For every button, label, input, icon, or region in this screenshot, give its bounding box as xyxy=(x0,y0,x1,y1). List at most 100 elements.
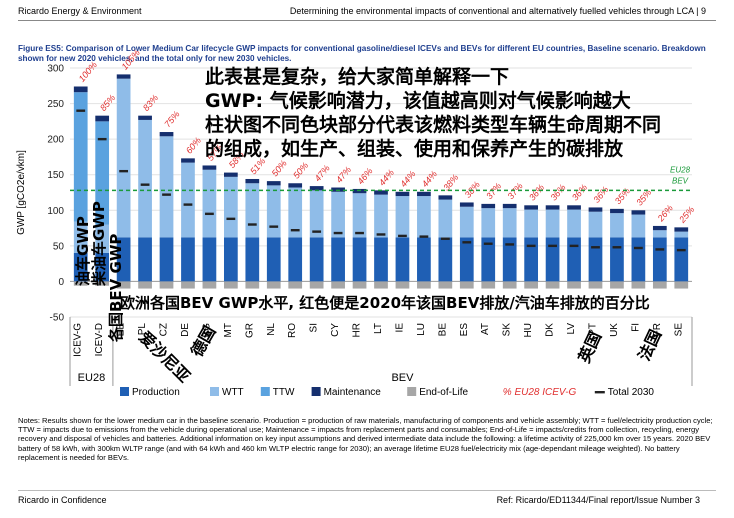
x-tick-label: ICEV-G xyxy=(73,323,84,357)
bar-production-nl xyxy=(266,237,281,282)
bar-maintenance-gr xyxy=(245,178,260,184)
bar-wtt-se xyxy=(674,231,689,238)
bar-production-fr xyxy=(652,237,667,282)
bar-maintenance-ee xyxy=(116,74,131,79)
legend-swatch-end-of-life xyxy=(407,387,417,396)
bar-production-cy xyxy=(331,237,345,282)
bar-production-be xyxy=(438,237,453,282)
x-tick-label: FI xyxy=(630,323,641,332)
total-2030-marker-ee xyxy=(119,169,129,173)
x-tick-label: CY xyxy=(330,323,341,337)
bar-wtt-nl xyxy=(266,185,281,238)
total-2030-marker-icev-g xyxy=(76,109,86,112)
bar-end-of-life-cz xyxy=(159,281,174,289)
x-tick-label: ICEV-D xyxy=(94,323,105,356)
pct-label-pl: 83% xyxy=(141,93,160,113)
footer-reference: Ref: Ricardo/ED11344/Final report/Issue … xyxy=(496,495,700,505)
x-tick-label: SK xyxy=(502,323,513,337)
bar-end-of-life-si xyxy=(309,281,324,289)
bar-wtt-de xyxy=(181,162,195,238)
total-2030-marker-ie xyxy=(398,234,407,238)
bar-wtt-fr xyxy=(652,230,667,238)
legend-entry: WTT xyxy=(222,387,244,398)
pct-label-se: 25% xyxy=(677,204,697,225)
bar-end-of-life-lt xyxy=(374,281,388,289)
x-tick-label: DE xyxy=(180,323,191,337)
bar-maintenance-at xyxy=(481,203,496,209)
bar-production-ee xyxy=(116,237,131,282)
total-2030-marker-se xyxy=(676,248,686,252)
bar-end-of-life-gr xyxy=(245,281,260,289)
y-tick-label: 150 xyxy=(47,170,64,181)
total-2030-marker-lt xyxy=(376,233,386,236)
bar-end-of-life-ie xyxy=(395,281,410,289)
x-tick-label: SI xyxy=(309,323,320,332)
total-2030-marker-es xyxy=(462,241,472,244)
bar-wtt-ee xyxy=(116,78,131,238)
bar-wtt-at xyxy=(481,208,496,238)
legend-entry: End-of-Life xyxy=(419,387,468,398)
bar-end-of-life-cy xyxy=(331,281,345,289)
bar-production-ie xyxy=(395,237,410,282)
x-tick-label: SE xyxy=(673,323,684,337)
bar-production-pl xyxy=(138,237,152,282)
legend-entry: Production xyxy=(132,387,180,398)
legend-entry: % EU28 ICEV-G xyxy=(503,387,577,398)
pct-label-icev-d: 85% xyxy=(98,93,117,113)
bar-end-of-life-ro xyxy=(288,281,303,289)
figure-notes: Notes: Results shown for the lower mediu… xyxy=(18,416,713,462)
y-tick-label: 0 xyxy=(58,277,64,288)
bar-end-of-life-de xyxy=(181,281,195,289)
reference-line-label: BEV xyxy=(672,176,689,185)
pct-label-dk: 36% xyxy=(548,182,567,202)
bar-ttw-icev-g xyxy=(73,92,88,222)
bar-end-of-life-bg xyxy=(202,281,217,289)
bar-production-icev-d xyxy=(95,252,110,282)
bar-production-lt xyxy=(374,237,388,282)
bar-maintenance-se xyxy=(674,227,689,232)
total-2030-marker-hr xyxy=(355,231,364,235)
total-2030-marker-hu xyxy=(526,244,536,248)
y-tick-label: 50 xyxy=(53,241,65,252)
pct-label-lv: 36% xyxy=(570,182,589,202)
bar-maintenance-fr xyxy=(652,225,667,231)
x-tick-label: BE xyxy=(437,323,448,337)
bar-maintenance-ie xyxy=(395,191,410,197)
total-2030-marker-at xyxy=(483,242,493,245)
figure-title: Figure ES5: Comparison of Lower Medium C… xyxy=(18,44,706,63)
bar-end-of-life-pt xyxy=(588,281,603,289)
bar-production-mt xyxy=(223,237,238,282)
legend-entry: Total 2030 xyxy=(608,387,655,398)
bar-production-lv xyxy=(567,237,581,282)
x-tick-label: UK xyxy=(609,323,620,337)
annotation-uk: 英国 xyxy=(574,329,605,367)
bar-maintenance-si xyxy=(309,186,324,191)
total-2030-marker-uk xyxy=(612,246,622,249)
bar-end-of-life-icev-d xyxy=(95,281,110,286)
bar-production-fi xyxy=(631,237,646,282)
annotation-diesel: 柴油车GWP xyxy=(90,201,108,287)
pct-label-lu: 44% xyxy=(420,169,439,189)
legend-entry: TTW xyxy=(273,387,295,398)
total-2030-marker-fr xyxy=(655,248,665,251)
y-tick-label: -50 xyxy=(50,313,65,324)
bar-maintenance-ro xyxy=(288,183,303,188)
bar-production-sk xyxy=(502,237,517,282)
bar-end-of-life-fr xyxy=(652,281,667,289)
bar-wtt-uk xyxy=(610,213,624,238)
bar-end-of-life-uk xyxy=(610,281,624,289)
reference-line-label: EU28 xyxy=(670,165,691,174)
bar-wtt-ie xyxy=(395,196,410,238)
bar-maintenance-es xyxy=(459,202,474,207)
x-tick-label: PL xyxy=(137,323,148,336)
annotation-bev-country: 各国BEV GWP xyxy=(107,234,125,343)
bar-maintenance-hu xyxy=(524,205,539,210)
bar-wtt-si xyxy=(309,190,324,238)
bar-production-gr xyxy=(245,237,260,282)
total-2030-marker-sk xyxy=(505,243,515,246)
bar-maintenance-fi xyxy=(631,210,646,215)
y-axis-label: GWP [gCO2e/vkm] xyxy=(16,150,27,235)
bar-wtt-lu xyxy=(417,196,431,238)
bar-production-si xyxy=(309,237,324,282)
